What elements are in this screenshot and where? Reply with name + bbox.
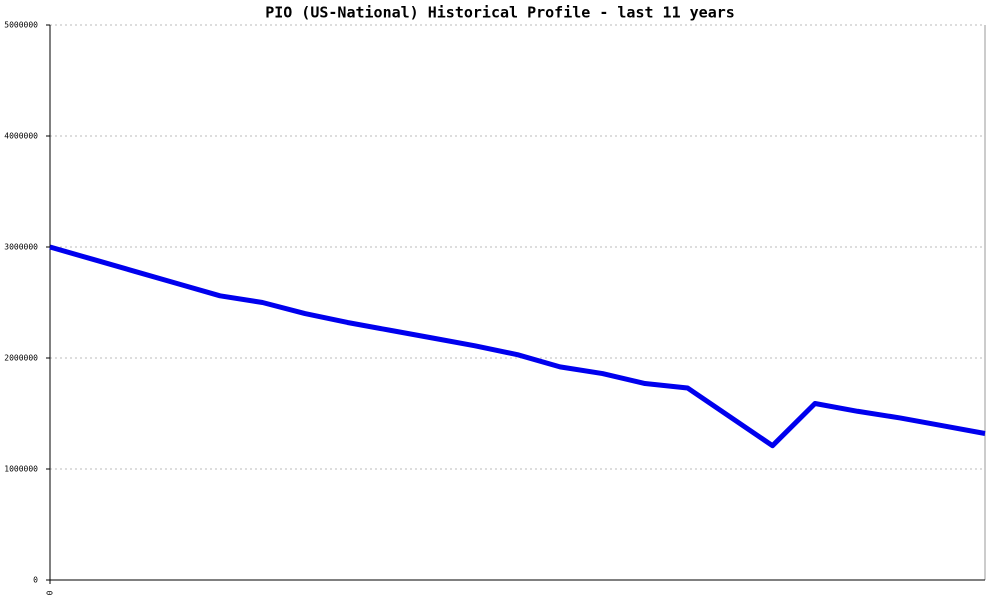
y-tick-label: 4000000 — [4, 132, 38, 141]
chart-title: PIO (US-National) Historical Profile - l… — [265, 4, 735, 22]
data-line — [49, 244, 986, 449]
y-tick-label: 3000000 — [4, 243, 38, 252]
x-tick-label: 0 — [46, 590, 55, 595]
y-tick-label: 5000000 — [4, 21, 38, 30]
y-tick-label: 2000000 — [4, 354, 38, 363]
y-tick-label: 1000000 — [4, 465, 38, 474]
y-tick-label: 0 — [33, 576, 38, 585]
